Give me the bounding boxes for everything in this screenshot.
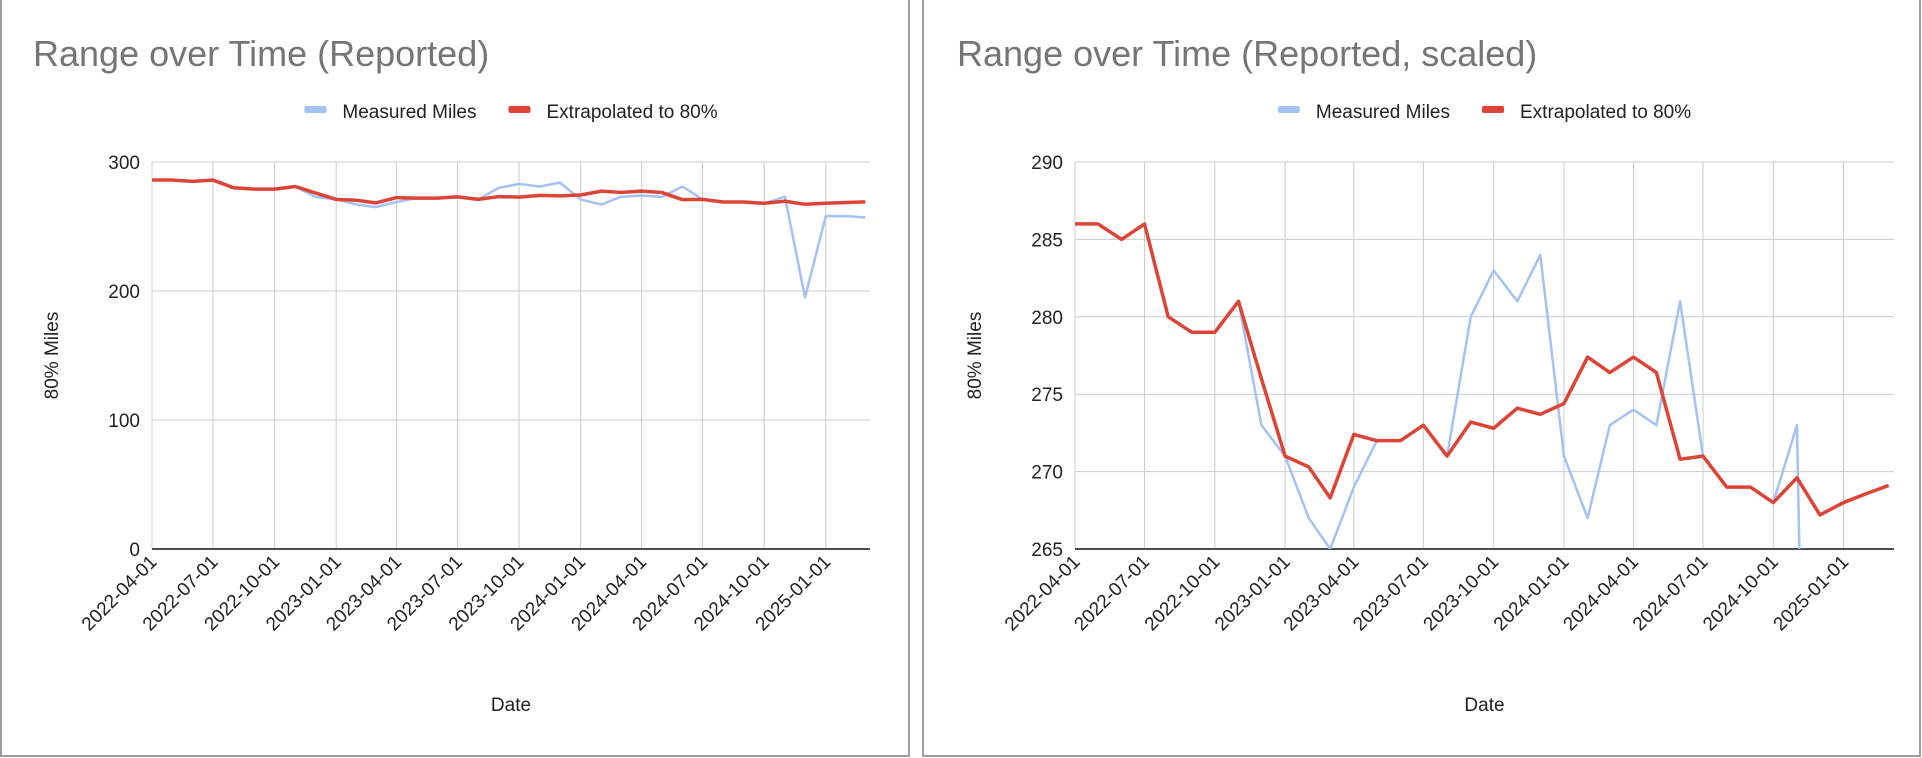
y-tick-label: 300 <box>108 153 140 174</box>
y-tick-label: 285 <box>1031 230 1063 251</box>
y-tick-label: 280 <box>1031 308 1063 329</box>
legend-swatch <box>1277 106 1300 113</box>
y-tick-label: 290 <box>1031 153 1063 174</box>
y-tick-label: 275 <box>1031 385 1063 406</box>
legend: Measured Miles Extrapolated to 80% <box>304 102 718 123</box>
legend-swatch <box>508 106 531 113</box>
data-line <box>1075 222 1890 517</box>
legend-label: Extrapolated to 80% <box>1520 102 1691 123</box>
y-tick-label: 0 <box>129 540 140 561</box>
y-tick-label: 270 <box>1031 463 1063 484</box>
legend-label: Measured Miles <box>1316 102 1450 123</box>
legend-label: Measured Miles <box>342 102 476 123</box>
legend-label: Extrapolated to 80% <box>546 102 717 123</box>
y-axis-label: 80% Miles <box>42 312 63 400</box>
plot <box>1075 222 1890 549</box>
legend: Measured Miles Extrapolated to 80% <box>1277 102 1691 123</box>
y-tick-label: 200 <box>108 282 140 303</box>
panel-border <box>922 0 1921 757</box>
y-axis-label: 80% Miles <box>965 312 986 400</box>
y-tick-label: 100 <box>108 411 140 432</box>
chart-title: Range over Time (Reported) <box>33 33 489 74</box>
legend-swatch <box>304 106 327 113</box>
x-axis-label: Date <box>1464 695 1504 716</box>
data-line <box>152 178 866 207</box>
x-axis-label: Date <box>491 695 531 716</box>
chart-title: Range over Time (Reported, scaled) <box>957 33 1537 74</box>
plot <box>152 178 866 299</box>
y-tick-label: 265 <box>1031 540 1063 561</box>
legend-swatch <box>1481 106 1504 113</box>
